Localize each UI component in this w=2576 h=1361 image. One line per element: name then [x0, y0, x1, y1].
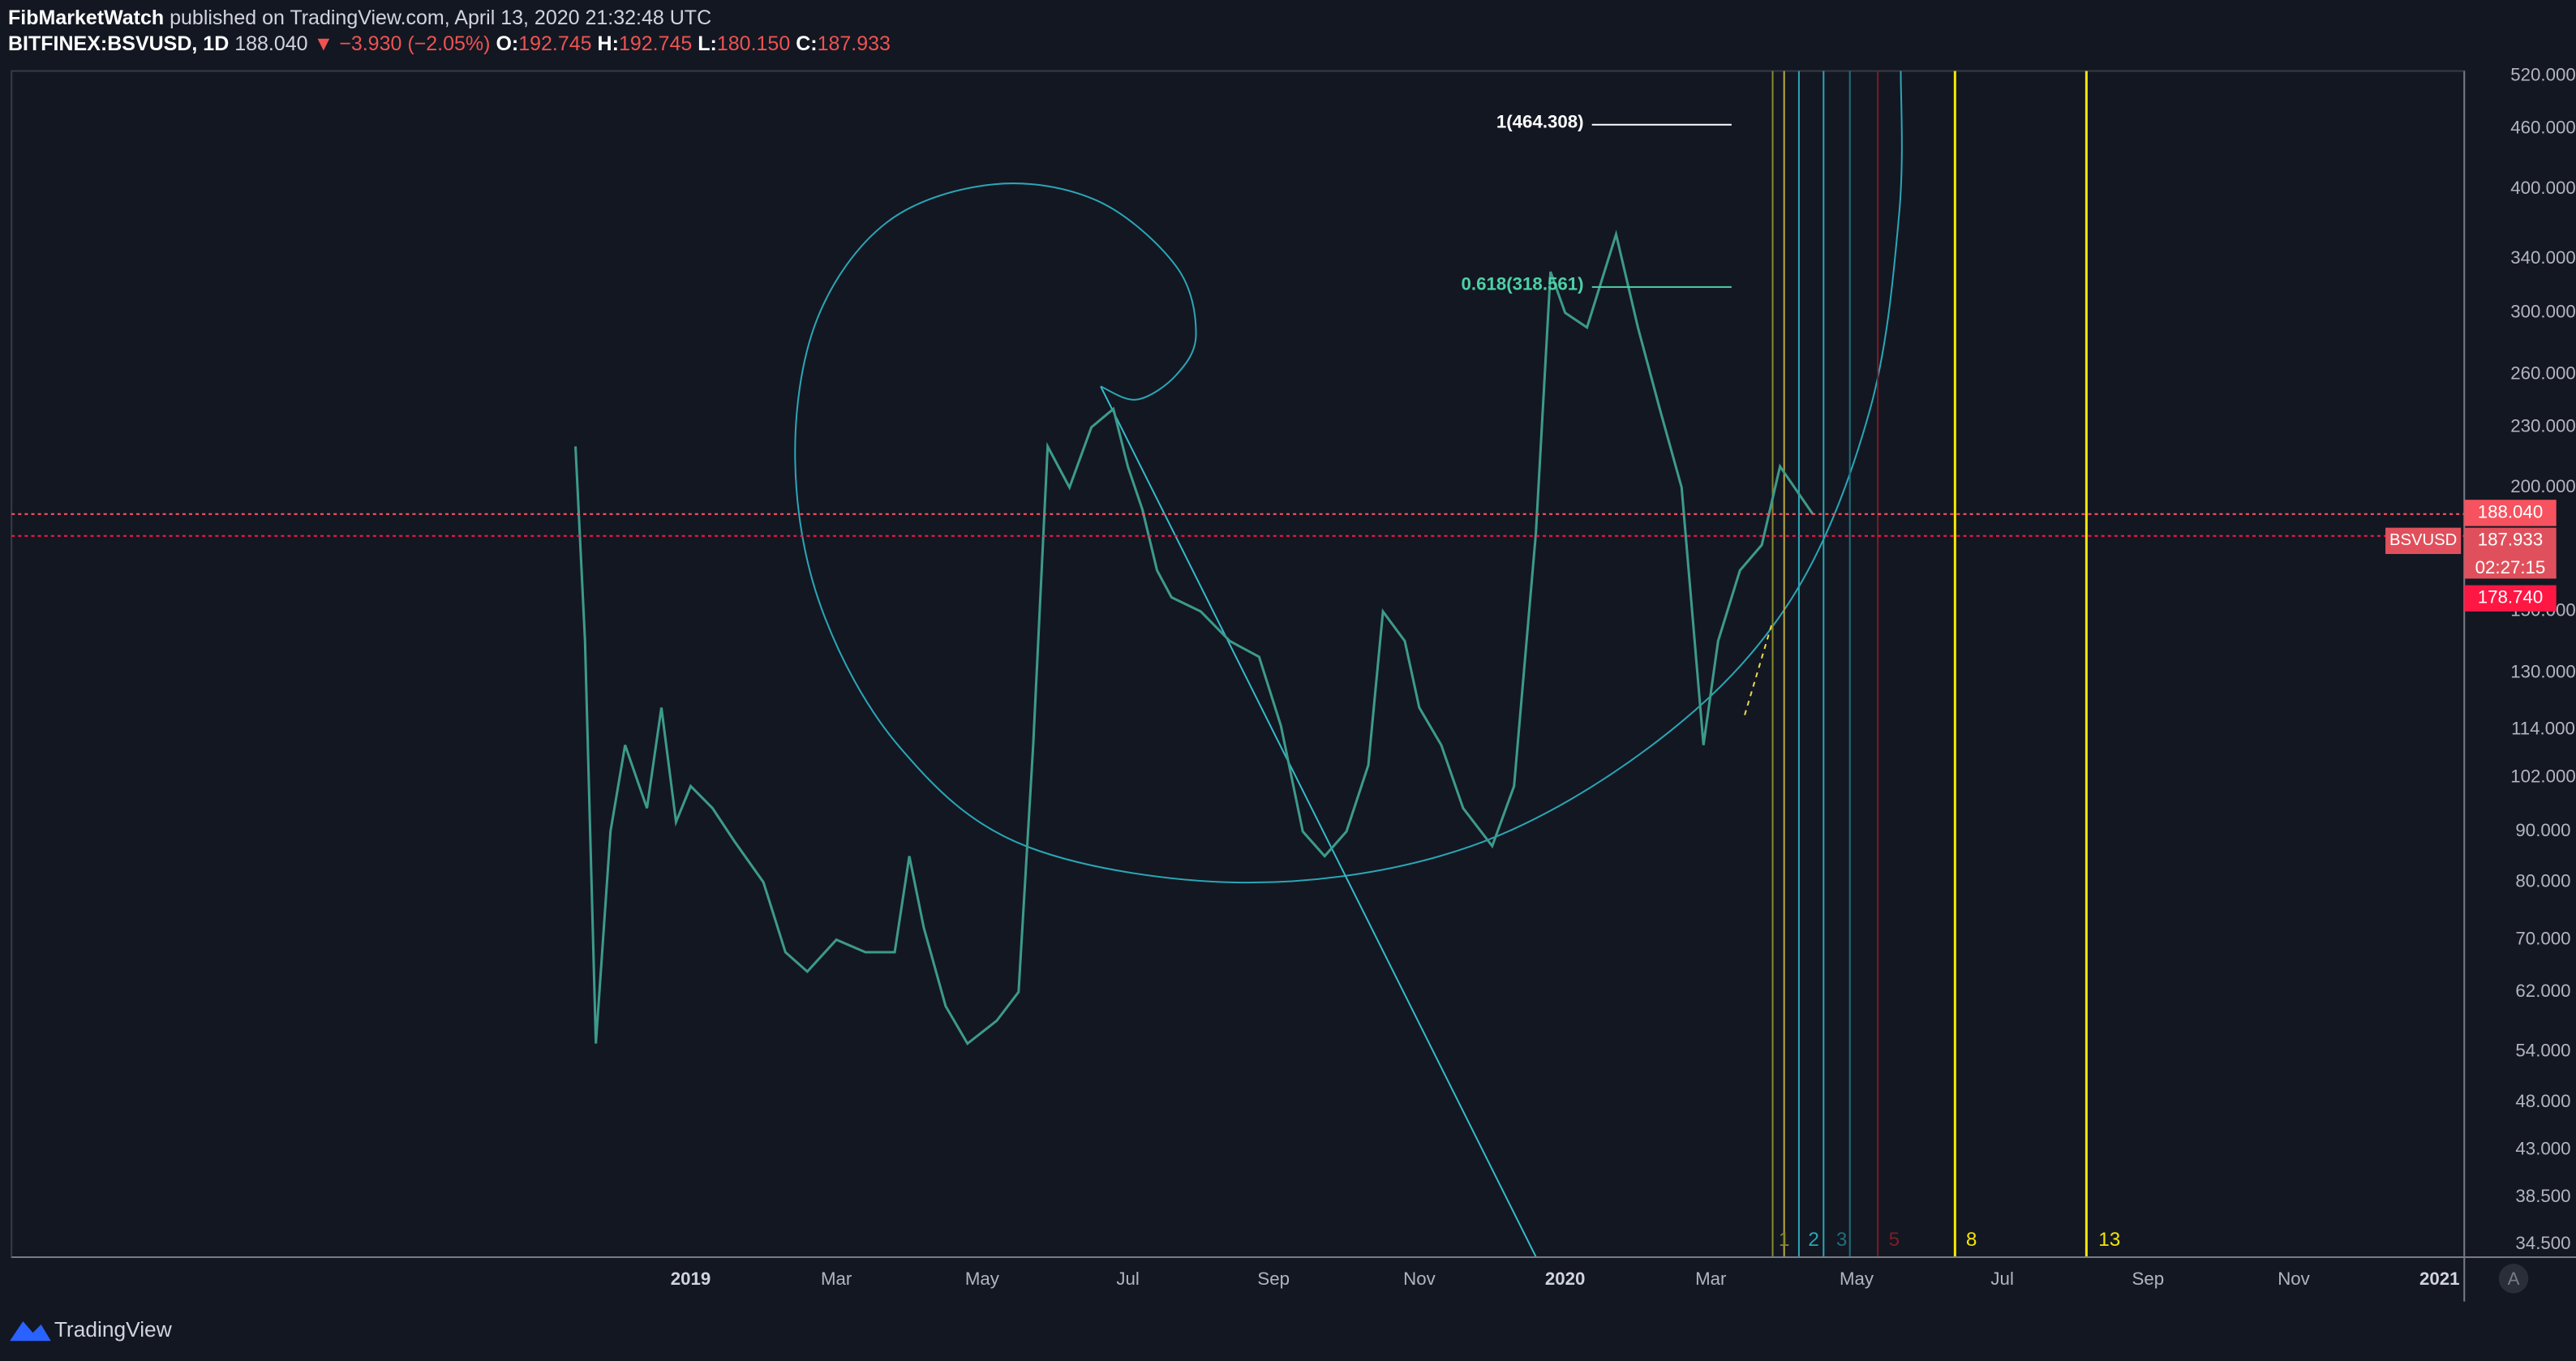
- y-tick-label: 230.000: [2510, 416, 2576, 436]
- x-tick-label: May: [1840, 1269, 1874, 1289]
- y-tick-label: 114.000: [2511, 718, 2575, 738]
- open: 192.745: [518, 32, 592, 55]
- high: 192.745: [618, 32, 693, 55]
- x-tick-label: Mar: [821, 1269, 852, 1289]
- y-tick-label: 130.000: [2510, 662, 2576, 682]
- x-tick-label: Nov: [1403, 1269, 1436, 1289]
- price-tag: [2464, 500, 2557, 526]
- low-label: L:: [698, 32, 717, 55]
- auto-scale-label[interactable]: A: [2508, 1269, 2520, 1289]
- drawings: [794, 71, 2088, 1258]
- fib-level-label: 1(464.308): [1496, 112, 1584, 132]
- y-tick-label: 34.500: [2515, 1233, 2570, 1253]
- footer-logo: [10, 1320, 51, 1342]
- y-tick-label: 260.000: [2510, 363, 2576, 384]
- logo-icon: [10, 1320, 51, 1342]
- y-tick-label: 400.000: [2510, 178, 2576, 198]
- symbol-tag-label: BSVUSD: [2389, 531, 2457, 549]
- low: 180.150: [716, 32, 791, 55]
- y-tick-label: 300.000: [2510, 302, 2576, 322]
- dashed-projection: [1744, 620, 1774, 715]
- price-tag: [2464, 585, 2557, 612]
- time-zone-label: 8: [1966, 1229, 1977, 1251]
- y-tick-label: 90.000: [2515, 820, 2570, 840]
- fib-spiral: [794, 71, 1903, 884]
- time-zone-label: 5: [1889, 1229, 1900, 1251]
- y-tick-label: 520.000: [2510, 65, 2576, 85]
- time-zone-label: 3: [1836, 1229, 1848, 1251]
- y-tick-label: 43.000: [2515, 1138, 2570, 1158]
- y-tick-label: 54.000: [2515, 1040, 2570, 1060]
- x-tick-label: 2019: [671, 1269, 711, 1289]
- price-tag-label: 188.040: [2478, 501, 2544, 522]
- price-axis: [2464, 71, 2576, 1257]
- price-line: [574, 230, 1814, 1045]
- author: FibMarketWatch: [8, 6, 165, 29]
- x-tick-label: Jul: [1990, 1269, 2013, 1289]
- symbol-tag: [2385, 527, 2462, 555]
- symbol: BITFINEX:BSVUSD, 1D: [8, 32, 230, 55]
- y-tick-label: 70.000: [2515, 928, 2570, 948]
- last-price: 188.040: [234, 32, 308, 55]
- x-tick-label: Nov: [2278, 1269, 2310, 1289]
- x-tick-label: May: [965, 1269, 1000, 1289]
- y-tick-label: 38.500: [2515, 1186, 2570, 1206]
- header-line-1: FibMarketWatch published on TradingView.…: [8, 5, 891, 31]
- high-label: H:: [597, 32, 619, 55]
- y-tick-label: 460.000: [2510, 118, 2576, 138]
- fib-level-label: 0.618(318.561): [1462, 274, 1584, 294]
- close: 187.933: [817, 32, 891, 55]
- change: ▼ −3.930 (−2.05%): [313, 32, 491, 55]
- trend-line: [1100, 385, 1537, 1258]
- y-tick-label: 340.000: [2510, 247, 2576, 268]
- time-zone-label: 1: [1779, 1229, 1790, 1251]
- time-zone-label: 13: [2098, 1229, 2120, 1251]
- published: published on TradingView.com, April 13, …: [170, 6, 712, 29]
- y-tick-label: 102.000: [2510, 766, 2576, 787]
- y-tick-label: 62.000: [2515, 981, 2570, 1001]
- x-tick-label: Mar: [1695, 1269, 1727, 1289]
- y-tick-label: 200.000: [2510, 476, 2576, 496]
- countdown: 02:27:15: [2475, 557, 2546, 577]
- y-tick-label: 48.000: [2515, 1091, 2570, 1111]
- footer-brand: TradingView: [54, 1317, 173, 1342]
- open-label: O:: [496, 32, 519, 55]
- x-tick-label: Jul: [1116, 1269, 1139, 1289]
- x-tick-label: Sep: [1257, 1269, 1290, 1289]
- header-line-2: BITFINEX:BSVUSD, 1D 188.040 ▼ −3.930 (−2…: [8, 31, 891, 57]
- price-tag-label: 178.740: [2478, 587, 2544, 608]
- close-tag-label: 187.933: [2478, 530, 2544, 550]
- x-tick-label: 2021: [2419, 1269, 2460, 1289]
- close-label: C:: [796, 32, 818, 55]
- auto-scale-button[interactable]: [2498, 1264, 2529, 1294]
- pane: [11, 70, 2466, 1258]
- x-tick-label: Sep: [2132, 1269, 2165, 1289]
- x-tick-label: 2020: [1545, 1269, 1586, 1289]
- close-tag: [2464, 527, 2557, 579]
- y-tick-label: 80.000: [2515, 871, 2570, 891]
- time-zone-label: 2: [1808, 1229, 1819, 1251]
- header: FibMarketWatch published on TradingView.…: [8, 5, 891, 57]
